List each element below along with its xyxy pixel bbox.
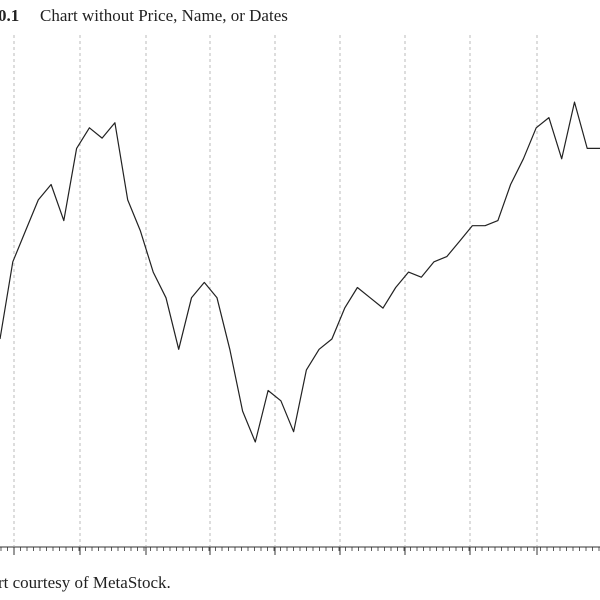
chart-title: Chart without Price, Name, or Dates [40, 6, 288, 25]
price-line [0, 101, 600, 443]
source-note: rt courtesy of MetaStock. [0, 573, 171, 592]
figure-label: 0.1 [0, 6, 19, 25]
grid [13, 35, 538, 546]
axis-ticks [0, 547, 600, 555]
